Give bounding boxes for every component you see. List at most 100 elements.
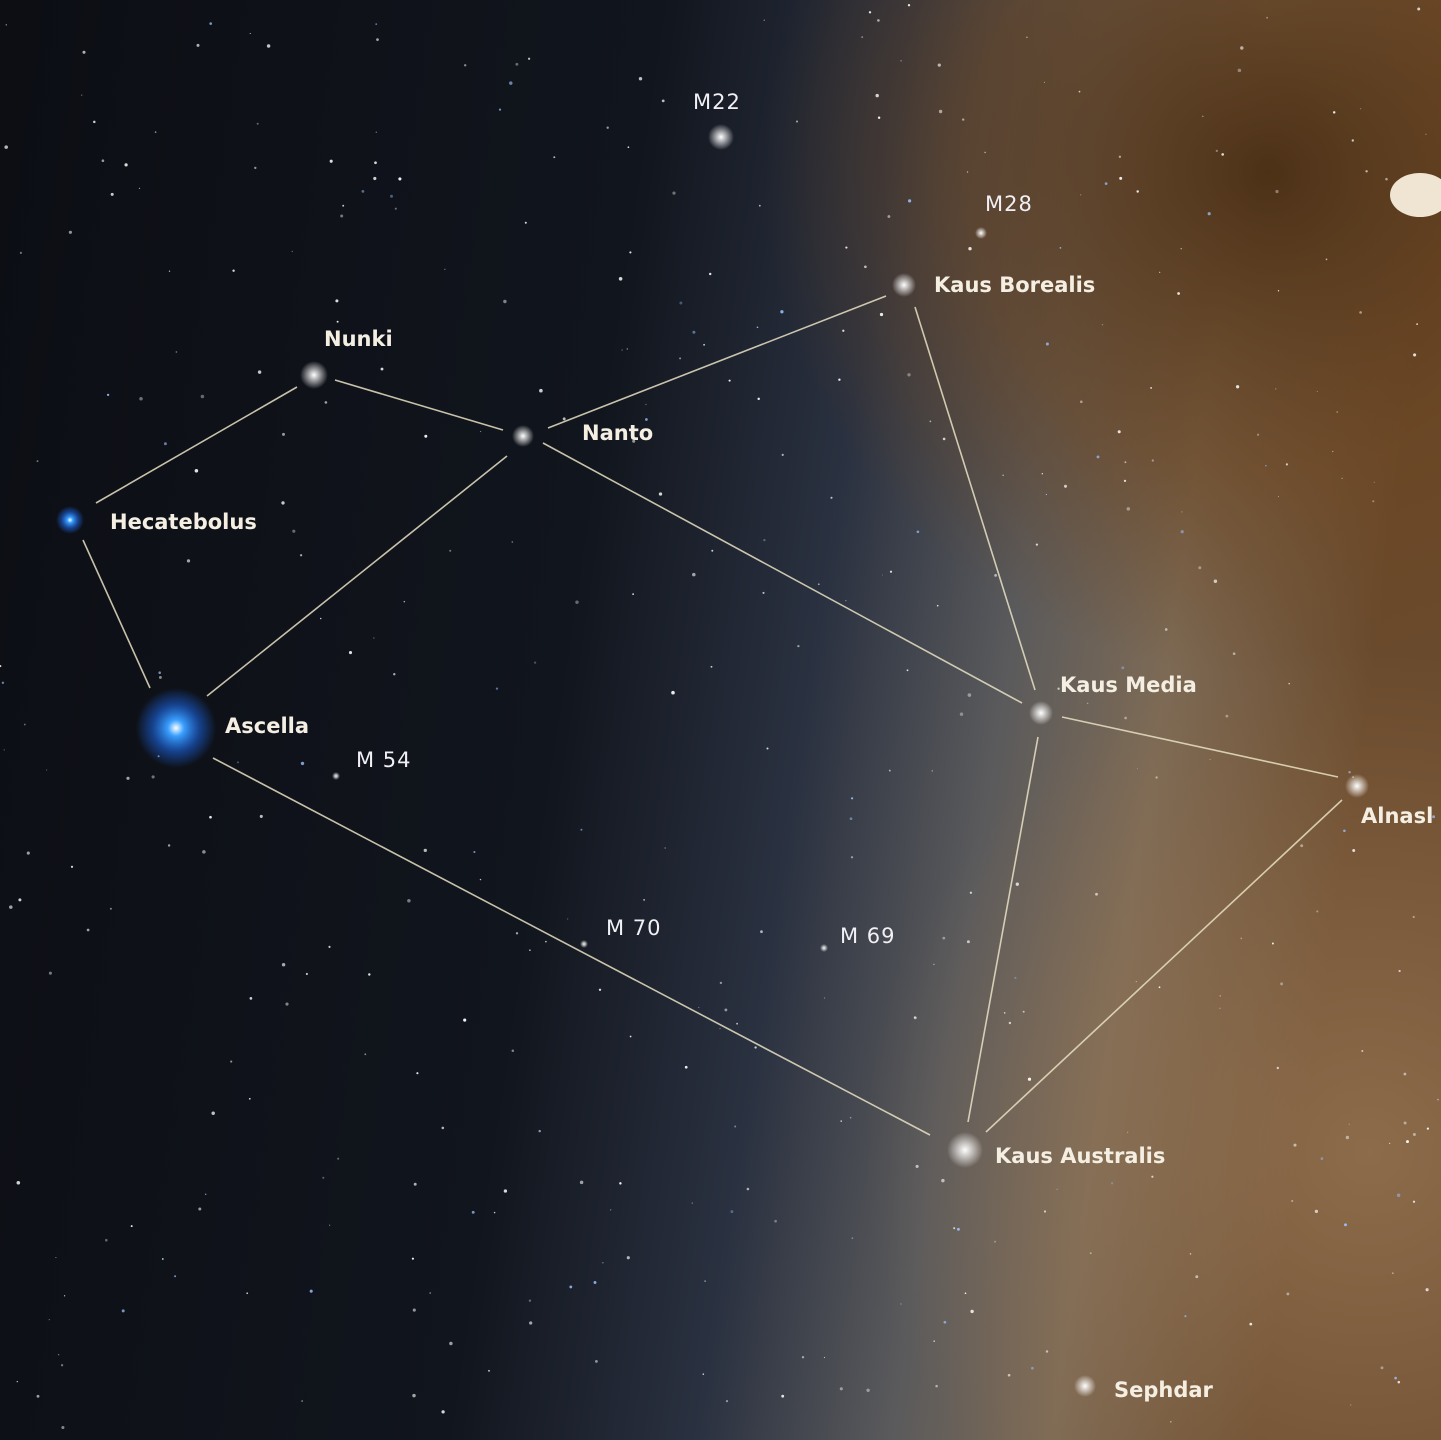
- background-star: [516, 932, 518, 934]
- background-star: [1181, 530, 1184, 533]
- background-star: [1202, 116, 1204, 118]
- background-star: [907, 669, 909, 671]
- background-star: [1184, 1315, 1186, 1317]
- background-star: [232, 269, 234, 271]
- star-label: Kaus Media: [1060, 673, 1197, 697]
- background-star: [1042, 473, 1043, 474]
- background-star: [818, 583, 820, 585]
- background-star: [665, 847, 666, 848]
- background-star: [1275, 388, 1276, 389]
- background-star: [760, 930, 763, 933]
- background-star: [176, 351, 178, 353]
- background-star: [1344, 1223, 1347, 1226]
- background-star: [1238, 69, 1242, 73]
- background-star: [139, 188, 140, 189]
- background-star: [1080, 400, 1083, 403]
- star: [512, 425, 534, 447]
- background-star: [594, 1281, 597, 1284]
- background-star: [845, 247, 847, 249]
- background-star: [209, 22, 212, 25]
- background-star: [122, 1309, 125, 1312]
- star: [947, 1132, 983, 1168]
- background-star: [845, 600, 846, 601]
- background-star: [159, 676, 162, 679]
- background-star: [55, 1257, 56, 1258]
- background-star: [1385, 178, 1388, 181]
- background-star: [1333, 111, 1335, 113]
- background-star: [152, 775, 155, 778]
- background-star: [1413, 1133, 1416, 1136]
- background-star: [504, 1189, 507, 1192]
- background-star: [1210, 759, 1211, 760]
- background-star: [907, 373, 910, 376]
- background-star: [329, 1225, 330, 1226]
- background-star: [64, 1295, 65, 1296]
- background-star: [1286, 1292, 1289, 1295]
- background-star: [840, 1120, 841, 1121]
- background-star: [938, 63, 941, 66]
- background-star: [908, 199, 911, 202]
- background-star: [703, 344, 705, 346]
- background-star: [4, 145, 8, 149]
- background-star: [1136, 190, 1138, 192]
- cluster: [580, 940, 588, 948]
- background-star: [1417, 8, 1420, 11]
- background-star: [362, 190, 365, 193]
- background-star: [250, 997, 253, 1000]
- background-star: [1413, 1201, 1415, 1203]
- background-star: [1159, 986, 1161, 988]
- background-star: [20, 252, 22, 254]
- background-star: [414, 1183, 417, 1186]
- background-star: [882, 574, 883, 575]
- background-star: [1221, 153, 1224, 156]
- background-star: [1119, 177, 1122, 180]
- background-star: [679, 302, 682, 305]
- background-star: [1124, 461, 1126, 463]
- background-star: [260, 815, 263, 818]
- background-star: [782, 454, 784, 456]
- background-star: [852, 1237, 854, 1239]
- background-star: [1002, 475, 1003, 476]
- background-star: [473, 851, 475, 853]
- background-star: [1291, 1200, 1293, 1202]
- background-star: [824, 1357, 825, 1358]
- background-star: [325, 401, 328, 404]
- cluster-label: M 69: [840, 924, 896, 948]
- background-star: [1220, 995, 1221, 996]
- background-star: [1426, 1288, 1429, 1291]
- background-star: [880, 313, 883, 316]
- background-star: [202, 850, 206, 854]
- background-star: [1404, 1122, 1407, 1125]
- background-star: [102, 159, 105, 162]
- background-star: [724, 1008, 727, 1011]
- background-star: [1249, 1323, 1252, 1326]
- background-star: [1152, 459, 1154, 461]
- background-star: [627, 1256, 630, 1259]
- background-star: [643, 899, 645, 901]
- background-star: [1316, 910, 1318, 912]
- background-star: [340, 214, 343, 217]
- background-star: [864, 265, 867, 268]
- background-star: [602, 1262, 603, 1263]
- background-star: [1118, 430, 1121, 433]
- background-star: [685, 1066, 688, 1069]
- background-star: [797, 645, 799, 647]
- background-star: [1317, 391, 1318, 392]
- background-star: [914, 1016, 916, 1018]
- background-star: [1036, 543, 1038, 545]
- background-star: [1321, 1157, 1324, 1160]
- background-star: [630, 1036, 632, 1038]
- background-star: [1413, 353, 1416, 356]
- cluster-label: M 54: [356, 748, 412, 772]
- background-star: [195, 469, 199, 473]
- background-star: [37, 460, 39, 462]
- background-star: [1009, 1022, 1011, 1024]
- background-star: [17, 1181, 21, 1185]
- background-star: [984, 152, 985, 153]
- background-star: [1127, 1132, 1128, 1133]
- background-star: [1240, 46, 1243, 49]
- background-star: [840, 1387, 843, 1390]
- background-star: [944, 1321, 947, 1324]
- background-star: [249, 1098, 251, 1100]
- background-star: [1413, 916, 1415, 918]
